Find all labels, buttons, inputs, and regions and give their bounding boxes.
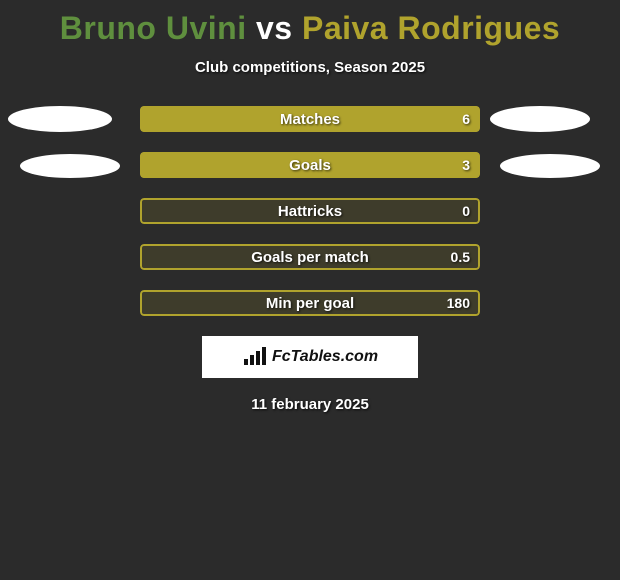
stat-row-label: Goals per match xyxy=(140,244,480,270)
subtitle: Club competitions, Season 2025 xyxy=(0,59,620,76)
date-label: 11 february 2025 xyxy=(0,396,620,413)
stat-row-value: 0.5 xyxy=(451,244,470,270)
stat-row: Matches6 xyxy=(140,106,480,132)
vs-separator: vs xyxy=(256,10,293,46)
logo-box: FcTables.com xyxy=(202,336,418,378)
logo-bars-icon xyxy=(242,347,268,367)
stat-row-label: Min per goal xyxy=(140,290,480,316)
stat-row: Hattricks0 xyxy=(140,198,480,224)
stat-row-value: 3 xyxy=(462,152,470,178)
decor-ellipse-right-2 xyxy=(500,154,600,178)
player1-name: Bruno Uvini xyxy=(60,10,247,46)
stat-row: Goals3 xyxy=(140,152,480,178)
stat-row-value: 180 xyxy=(447,290,470,316)
stat-row-value: 0 xyxy=(462,198,470,224)
decor-ellipse-left-2 xyxy=(20,154,120,178)
stat-row-value: 6 xyxy=(462,106,470,132)
stat-row-label: Matches xyxy=(140,106,480,132)
stat-rows: Matches6Goals3Hattricks0Goals per match0… xyxy=(140,106,480,316)
stat-row: Goals per match0.5 xyxy=(140,244,480,270)
chart-stage: Matches6Goals3Hattricks0Goals per match0… xyxy=(0,106,620,316)
stat-row-label: Hattricks xyxy=(140,198,480,224)
decor-ellipse-left-1 xyxy=(8,106,112,132)
decor-ellipse-right-1 xyxy=(490,106,590,132)
comparison-title: Bruno Uvini vs Paiva Rodrigues xyxy=(0,0,620,47)
stat-row-label: Goals xyxy=(140,152,480,178)
stat-row: Min per goal180 xyxy=(140,290,480,316)
player2-name: Paiva Rodrigues xyxy=(302,10,560,46)
logo-text: FcTables.com xyxy=(272,348,378,366)
